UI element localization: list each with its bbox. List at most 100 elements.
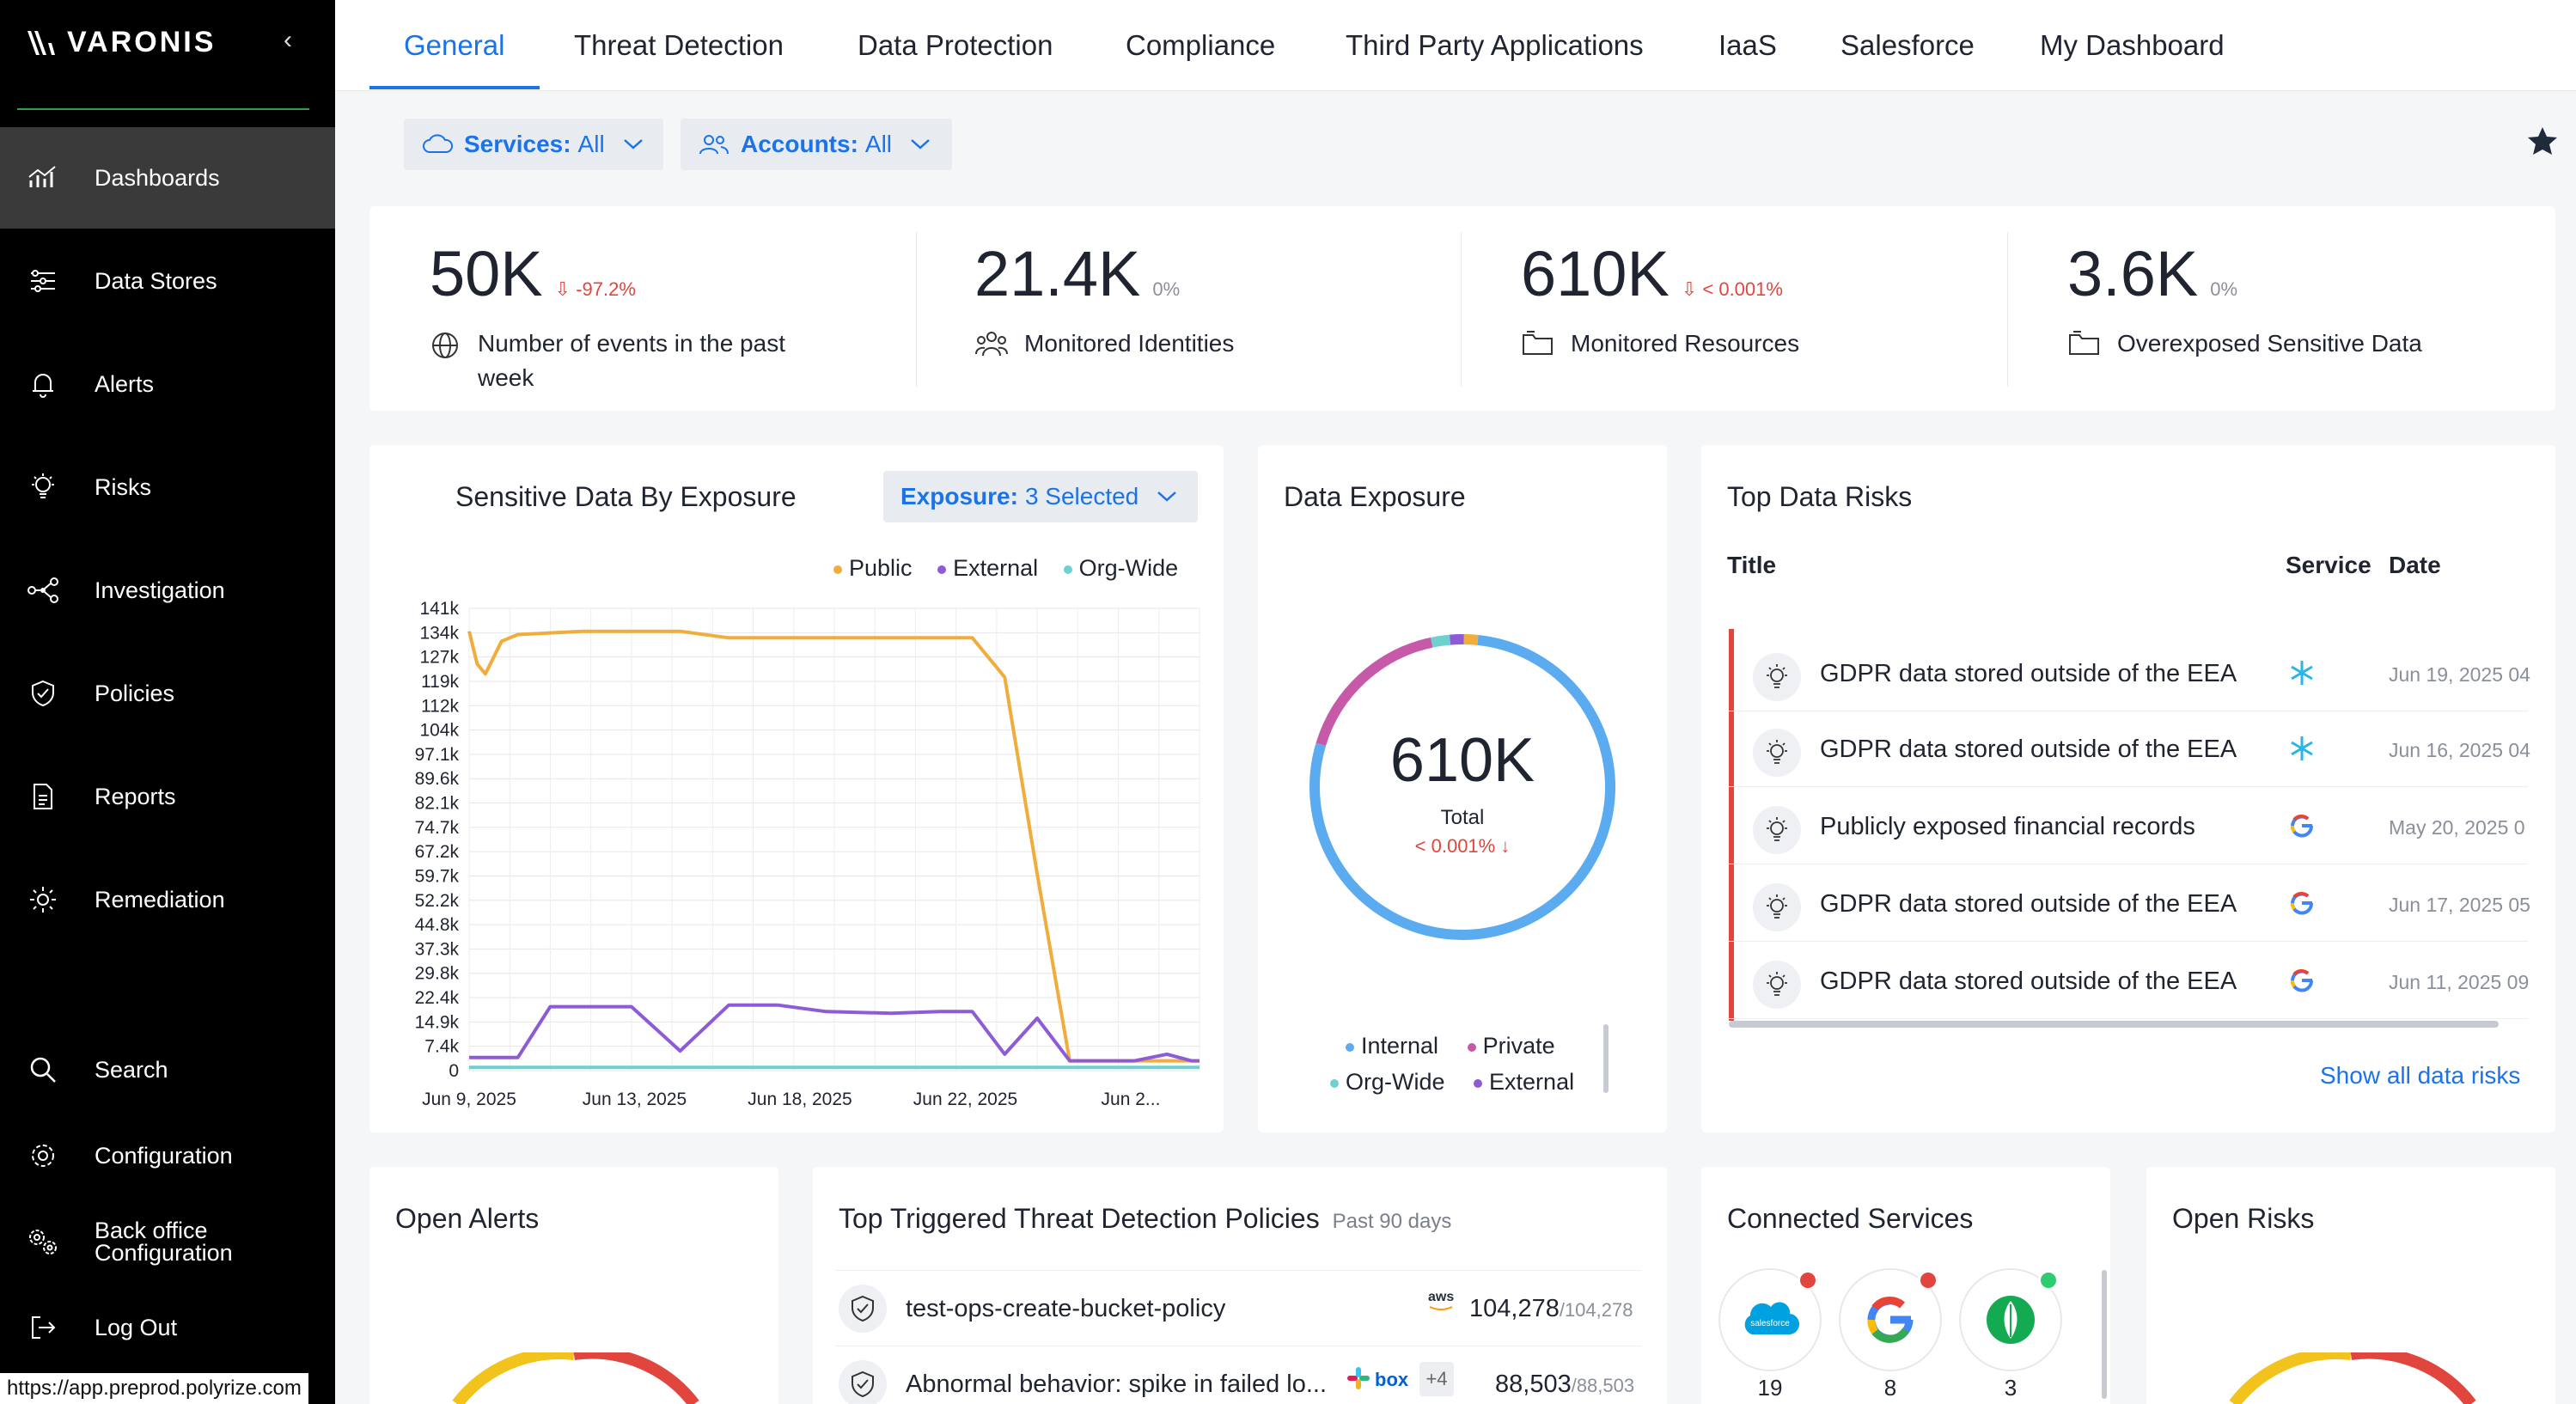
sidebar-item-configuration[interactable]: Configuration <box>0 1105 335 1206</box>
series-line-external[interactable] <box>469 1003 1199 1063</box>
connected-services-title: Connected Services <box>1727 1203 1974 1234</box>
col-service[interactable]: Service <box>2286 552 2372 578</box>
sidebar-item-policies[interactable]: Policies <box>0 643 335 744</box>
shield-icon <box>839 1285 887 1333</box>
donut-slice-external[interactable] <box>1450 634 1464 645</box>
logout-icon <box>26 1310 60 1345</box>
policy-count: 88,503/88,503 <box>1495 1370 1635 1398</box>
sidebar-item-remediation[interactable]: Remediation <box>0 849 335 950</box>
risk-date: Jun 17, 2025 05 <box>2389 894 2530 916</box>
y-tick-label: 22.4k <box>415 988 460 1008</box>
sidebar-item-log-out[interactable]: Log Out <box>0 1277 335 1378</box>
lightbulb-icon <box>1753 729 1801 777</box>
sidebar-item-label: Reports <box>95 784 176 809</box>
sidebar-item-dashboards[interactable]: Dashboards <box>0 127 335 229</box>
sidebar-item-label: Policies <box>95 681 175 706</box>
risks-horizontal-scrollbar[interactable] <box>1729 1021 2499 1028</box>
stat-identities[interactable]: 21.4K 0% <box>974 237 1180 310</box>
top-tabs: General Threat Detection Data Protection… <box>335 0 2576 91</box>
sidebar-item-label: Alerts <box>95 371 155 397</box>
show-all-data-risks-link[interactable]: Show all data risks <box>2320 1062 2521 1089</box>
legend-scrollbar[interactable] <box>1603 1024 1608 1093</box>
sidebar-item-data-stores[interactable]: Data Stores <box>0 230 335 332</box>
stat-label: Monitored Identities <box>1024 330 1235 357</box>
more-services-badge[interactable]: +4 <box>1419 1362 1454 1396</box>
lightbulb-icon <box>1753 653 1801 701</box>
services-filter[interactable]: Services: All <box>404 119 663 170</box>
open-risks-title: Open Risks <box>2172 1203 2315 1234</box>
chevron-down-icon <box>1157 491 1177 502</box>
open-alerts-card <box>369 1167 778 1404</box>
risk-title: GDPR data stored outside of the EEA <box>1820 736 2237 763</box>
sidebar-item-label: Data Stores <box>95 268 217 294</box>
open-risks-gauge <box>2229 1352 2476 1404</box>
stat-resources[interactable]: 610K ⇩ < 0.001% <box>1521 237 1783 310</box>
stat-events[interactable]: 50K ⇩ -97.2% <box>430 237 636 310</box>
donut-slice-private[interactable] <box>1315 637 1433 747</box>
risk-row[interactable]: GDPR data stored outside of the EEA Jun … <box>1729 943 2529 1019</box>
risk-title: GDPR data stored outside of the EEA <box>1820 890 2237 918</box>
accounts-filter[interactable]: Accounts: All <box>681 119 952 170</box>
favorite-star-icon[interactable] <box>2526 125 2559 161</box>
brand-name: VARONIS <box>67 26 217 58</box>
google-service[interactable] <box>1839 1268 1942 1371</box>
y-tick-label: 82.1k <box>415 794 460 814</box>
legend-dot <box>937 565 947 574</box>
tab-data-protection[interactable]: Data Protection <box>858 29 1053 61</box>
snowflake-icon <box>2287 658 2317 687</box>
status-badge <box>2038 1270 2059 1291</box>
tab-iaas[interactable]: IaaS <box>1718 29 1777 61</box>
policy-name: Abnormal behavior: spike in failed lo... <box>906 1370 1328 1398</box>
sidebar-item-risks[interactable]: Risks <box>0 436 335 538</box>
sidebar-item-search[interactable]: Search <box>0 1019 335 1120</box>
varonis-logo[interactable]: VARONIS <box>26 26 216 59</box>
tab-my-dashboard[interactable]: My Dashboard <box>2040 29 2225 61</box>
legend-org-wide: Org-Wide <box>1078 555 1179 581</box>
risk-row[interactable]: GDPR data stored outside of the EEA Jun … <box>1729 711 2530 787</box>
donut-slice-other[interactable] <box>1463 634 1479 645</box>
y-tick-label: 89.6k <box>415 769 460 789</box>
col-date[interactable]: Date <box>2389 552 2441 578</box>
policy-count: 104,278/104,278 <box>1469 1295 1633 1322</box>
risk-row[interactable]: GDPR data stored outside of the EEA Jun … <box>1729 636 2530 711</box>
threat-policies-title-text: Top Triggered Threat Detection Policies <box>839 1203 1320 1234</box>
donut-slice-org-wide[interactable] <box>1430 634 1451 648</box>
y-tick-label: 127k <box>419 648 459 668</box>
legend-dot <box>833 565 842 574</box>
stat-label: Number of events in the past week <box>478 330 785 391</box>
data-exposure-donut <box>1309 634 1615 940</box>
collapse-sidebar-icon[interactable]: ‹ <box>284 26 292 54</box>
sensitive-data-card <box>369 445 1224 1132</box>
tab-compliance[interactable]: Compliance <box>1126 29 1276 61</box>
y-tick-label: 119k <box>421 672 459 692</box>
risk-row[interactable]: Publicly exposed financial records May 2… <box>1729 789 2528 864</box>
tab-salesforce[interactable]: Salesforce <box>1840 29 1975 61</box>
y-tick-label: 29.8k <box>415 964 460 984</box>
tab-third-party-applications[interactable]: Third Party Applications <box>1346 29 1644 61</box>
sidebar-item-back-office-configuration[interactable]: Back office Configuration <box>0 1191 335 1292</box>
stat-overexposed[interactable]: 3.6K 0% <box>2067 237 2237 310</box>
services-scrollbar[interactable] <box>2102 1270 2107 1399</box>
data-stores-icon <box>26 264 60 298</box>
sidebar-item-investigation[interactable]: Investigation <box>0 540 335 641</box>
donut-delta: < 0.001% ↓ <box>1414 835 1511 857</box>
policy-row[interactable]: Abnormal behavior: spike in failed lo...… <box>835 1346 1641 1404</box>
search-icon <box>26 1053 60 1087</box>
tab-general[interactable]: General <box>404 29 505 61</box>
graph-icon <box>26 573 60 607</box>
policy-row[interactable]: test-ops-create-bucket-policy aws 104,27… <box>835 1270 1641 1346</box>
status-badge <box>1798 1270 1818 1291</box>
sidebar-item-reports[interactable]: Reports <box>0 746 335 847</box>
col-title[interactable]: Title <box>1727 552 1777 578</box>
data-exposure-card <box>1258 445 1667 1132</box>
mongodb-service[interactable] <box>1959 1268 2062 1371</box>
donut-slice-internal[interactable] <box>1309 634 1615 940</box>
risk-title: GDPR data stored outside of the EEA <box>1820 968 2237 995</box>
exposure-filter[interactable]: Exposure: 3 Selected <box>883 471 1198 522</box>
tab-threat-detection[interactable]: Threat Detection <box>574 29 784 61</box>
sidebar-item-alerts[interactable]: Alerts <box>0 333 335 435</box>
salesforce-service[interactable]: salesforce <box>1718 1268 1822 1371</box>
open-risks-card <box>2146 1167 2555 1404</box>
risk-row[interactable]: GDPR data stored outside of the EEA Jun … <box>1729 866 2530 942</box>
stat-delta: 0% <box>2210 278 2238 300</box>
